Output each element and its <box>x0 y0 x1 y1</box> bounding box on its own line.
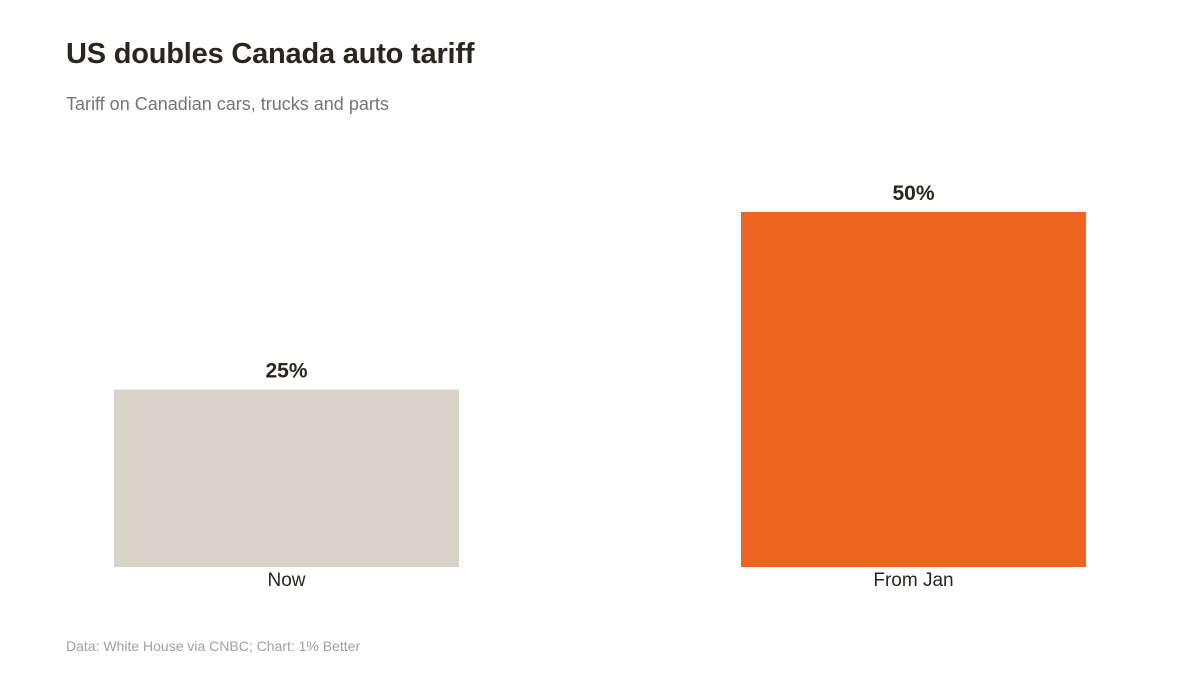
chart-subtitle: Tariff on Canadian cars, trucks and part… <box>66 94 389 114</box>
chart-title: US doubles Canada auto tariff <box>66 38 475 70</box>
bar-value-label: 50% <box>892 182 934 205</box>
bar-now <box>114 389 459 567</box>
bar-from-jan <box>741 212 1086 567</box>
category-label: From Jan <box>873 570 953 591</box>
source-note: Data: White House via CNBC; Chart: 1% Be… <box>66 638 361 654</box>
bar-value-label: 25% <box>265 360 307 383</box>
category-label: Now <box>267 570 305 591</box>
